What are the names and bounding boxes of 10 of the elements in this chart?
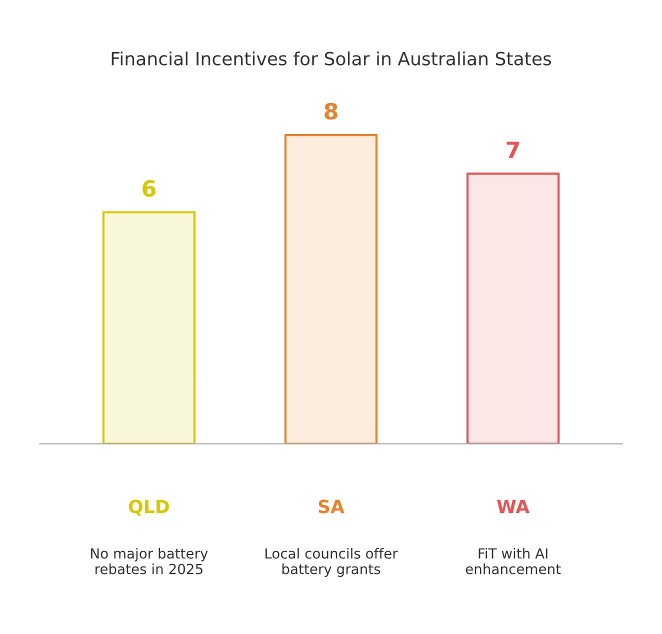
text: Local councils offer battery grants [266,548,398,577]
data-label: 8 [324,102,338,120]
x-tick-label: WA [497,500,530,514]
data-label: 6 [142,180,156,197]
x-tick-label: QLD [128,500,169,516]
data-label: 7 [506,142,520,158]
chart-title: Financial Incentives for Solar in Australian States [112,51,552,66]
text: FiT with AI enhancement [466,548,561,574]
x-tick-label: SA [318,500,344,514]
text: No major battery rebates in 2025 [91,548,208,574]
